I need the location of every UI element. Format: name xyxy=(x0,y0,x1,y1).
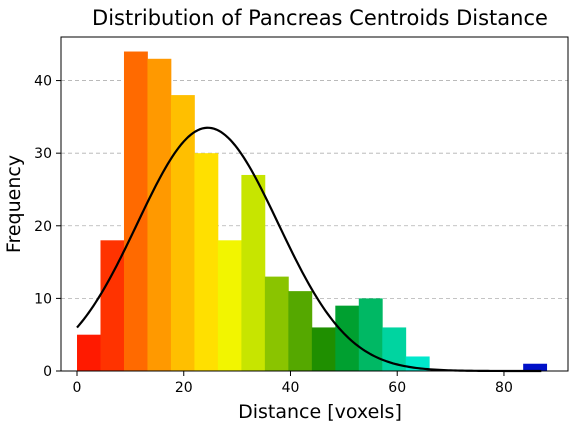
histogram-bar xyxy=(170,95,195,371)
histogram-bar xyxy=(241,174,266,371)
histogram-bar xyxy=(358,298,383,371)
histogram-bars xyxy=(77,51,548,372)
x-tick-label: 60 xyxy=(388,380,406,396)
histogram-bar xyxy=(194,153,219,371)
y-tick-label: 0 xyxy=(43,364,52,380)
histogram-bar xyxy=(311,327,336,371)
x-tick-label: 80 xyxy=(495,380,513,396)
plot-frame xyxy=(60,36,569,372)
y-axis-label: Frequency xyxy=(3,155,25,253)
histogram-bar xyxy=(123,51,148,372)
y-axis-ticks: 0 10 20 30 40 xyxy=(34,74,61,380)
x-tick-label: 40 xyxy=(282,380,300,396)
x-tick-label: 0 xyxy=(73,380,82,396)
histogram-bar xyxy=(147,58,172,372)
histogram-bar xyxy=(335,305,360,371)
histogram-bar xyxy=(100,240,125,371)
histogram-bar xyxy=(288,291,313,371)
y-tick-label: 10 xyxy=(34,291,52,307)
histogram-bar xyxy=(264,276,289,371)
y-tick-label: 20 xyxy=(34,219,52,235)
x-axis-label: Distance [voxels] xyxy=(238,401,402,423)
x-tick-label: 20 xyxy=(175,380,193,396)
histogram-bar xyxy=(217,240,242,371)
histogram-bar xyxy=(77,334,101,371)
histogram-bar xyxy=(523,363,548,371)
chart-title: Distribution of Pancreas Centroids Dista… xyxy=(92,6,548,30)
histogram-bar xyxy=(382,327,407,371)
x-axis-ticks: 0 20 40 60 80 xyxy=(73,371,513,396)
y-tick-label: 40 xyxy=(34,74,52,90)
y-tick-label: 30 xyxy=(34,146,52,162)
